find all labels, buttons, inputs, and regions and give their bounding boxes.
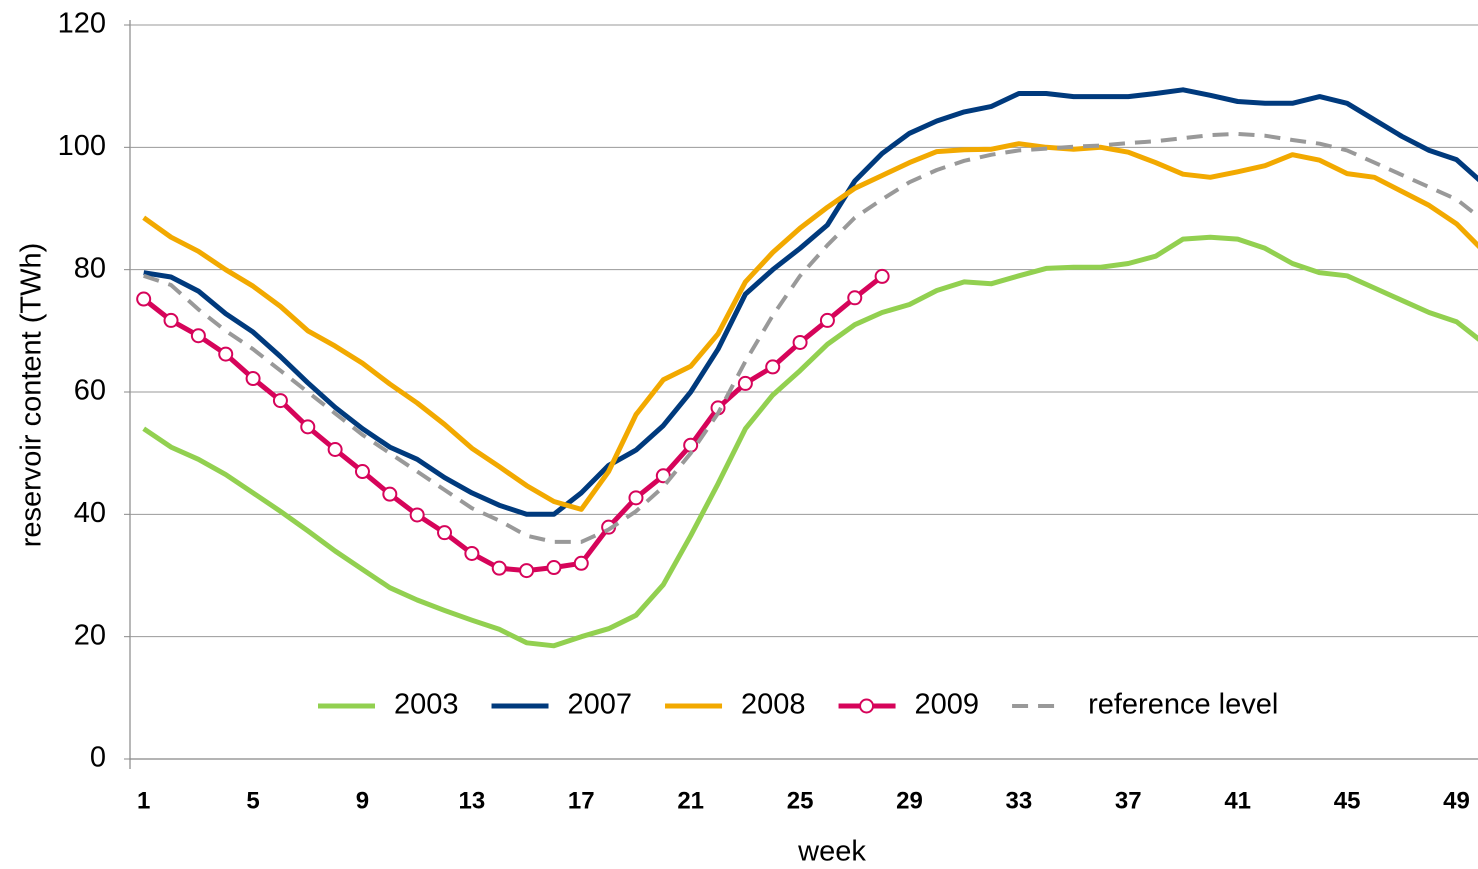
data-point — [464, 545, 480, 561]
data-point — [628, 490, 644, 506]
x-tick-label: 1 — [137, 787, 150, 814]
data-point — [163, 312, 179, 328]
data-point — [300, 419, 316, 435]
series-line — [143, 131, 1478, 544]
data-point — [409, 507, 425, 523]
y-tick-label: 80 — [74, 252, 106, 284]
plot-area — [136, 87, 1478, 649]
data-point — [354, 464, 370, 480]
data-point — [272, 393, 288, 409]
data-point — [218, 346, 234, 362]
data-point — [491, 560, 507, 576]
data-point — [190, 328, 206, 344]
x-tick-label: 29 — [896, 787, 923, 814]
x-tick-label: 33 — [1006, 787, 1033, 814]
data-point — [245, 371, 261, 387]
legend-label: 2009 — [915, 689, 980, 721]
y-tick-label: 100 — [58, 130, 106, 162]
x-axis-label: week — [797, 836, 866, 868]
data-point — [327, 441, 343, 457]
x-tick-label: 13 — [459, 787, 486, 814]
data-point — [737, 375, 753, 391]
data-point — [519, 563, 535, 579]
y-tick-label: 20 — [74, 619, 106, 651]
data-point — [792, 334, 808, 350]
x-tick-label: 5 — [246, 787, 259, 814]
y-tick-label: 40 — [74, 497, 106, 529]
data-point — [765, 359, 781, 375]
series-line — [142, 274, 884, 574]
legend-label: 2003 — [394, 689, 459, 721]
y-tick-label: 60 — [74, 375, 106, 407]
x-tick-label: 41 — [1224, 787, 1251, 814]
data-point — [819, 312, 835, 328]
legend-label: reference level — [1088, 689, 1278, 721]
data-point — [382, 486, 398, 502]
x-tick-label: 17 — [568, 787, 595, 814]
data-point — [874, 268, 890, 284]
legend-label: 2008 — [741, 689, 806, 721]
data-point — [573, 555, 589, 571]
x-tick-label: 45 — [1334, 787, 1361, 814]
data-point — [437, 525, 453, 541]
data-point — [136, 291, 152, 307]
data-point — [847, 290, 863, 306]
x-tick-label: 25 — [787, 787, 814, 814]
x-tick-label: 21 — [677, 787, 704, 814]
y-axis-label: reservoir content (TWh) — [16, 243, 48, 548]
x-tick-label: 49 — [1443, 787, 1470, 814]
x-tick-label: 9 — [356, 787, 369, 814]
legend-label: 2007 — [568, 689, 633, 721]
legend-marker — [859, 698, 875, 714]
series-line — [143, 87, 1478, 517]
x-tick-label: 37 — [1115, 787, 1142, 814]
data-point — [546, 560, 562, 576]
series-line — [142, 234, 1478, 649]
y-tick-label: 120 — [58, 8, 106, 40]
y-tick-label: 0 — [90, 742, 106, 774]
data-point — [683, 437, 699, 453]
series-line — [142, 141, 1478, 512]
